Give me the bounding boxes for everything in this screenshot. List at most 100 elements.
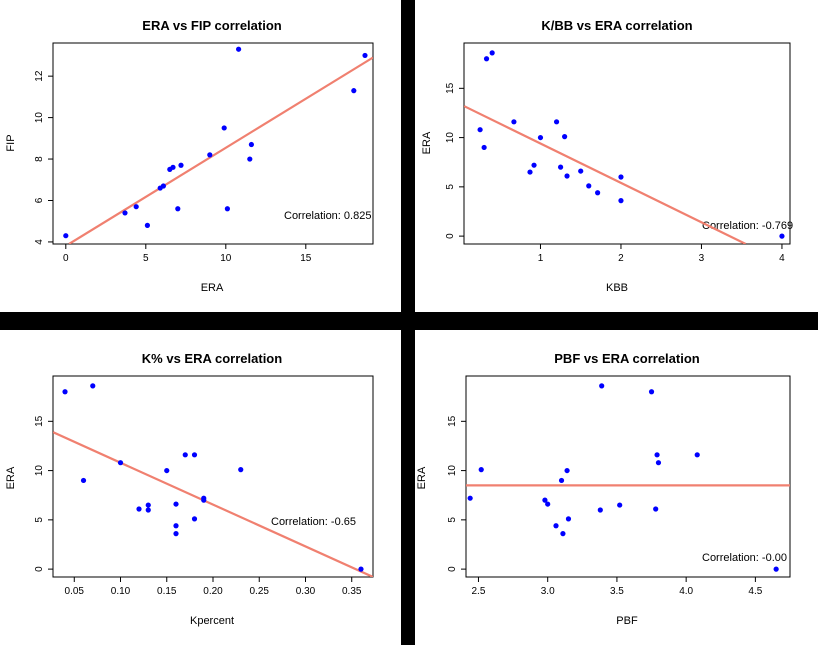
x-tick-label: 1 xyxy=(538,253,544,264)
data-point xyxy=(489,50,495,56)
regression-line xyxy=(464,105,747,244)
data-point xyxy=(173,501,179,507)
regression-line xyxy=(68,56,373,244)
y-tick-label: 5 xyxy=(447,517,458,523)
data-point xyxy=(201,497,207,503)
data-point xyxy=(542,497,548,503)
correlation-label: Correlation: -0.769 xyxy=(702,220,793,232)
panel-title: PBF vs ERA correlation xyxy=(554,351,700,366)
x-tick-label: 3 xyxy=(699,253,705,264)
data-point xyxy=(175,206,181,212)
data-point xyxy=(136,506,142,512)
x-tick-label: 4.5 xyxy=(748,586,762,597)
data-point xyxy=(527,169,533,175)
data-point xyxy=(553,523,559,529)
data-point xyxy=(191,452,198,458)
data-point xyxy=(564,467,570,474)
data-point xyxy=(62,389,68,395)
data-point xyxy=(238,467,244,473)
x-tick-label: 0.35 xyxy=(342,586,362,597)
panel-title: K% vs ERA correlation xyxy=(142,351,282,366)
data-point xyxy=(558,477,565,484)
plot-frame xyxy=(465,375,791,578)
data-point xyxy=(178,162,184,168)
divider-vertical-top xyxy=(401,0,415,312)
x-tick-label: 0.15 xyxy=(157,586,177,597)
data-point xyxy=(648,389,655,395)
data-point xyxy=(618,198,624,204)
data-point xyxy=(182,452,188,458)
panel-kpercent-vs-era: K% vs ERA correlation Kpercent ERA Corre… xyxy=(5,351,374,627)
x-tick-label: 4 xyxy=(779,253,785,264)
data-point xyxy=(531,162,537,168)
y-tick-label: 0 xyxy=(445,233,456,239)
plot-frame xyxy=(52,42,374,245)
data-point xyxy=(236,46,242,52)
data-point xyxy=(564,173,570,179)
y-tick-label: 15 xyxy=(34,415,45,427)
y-tick-label: 10 xyxy=(447,465,458,477)
x-tick-label: 0.30 xyxy=(296,586,316,597)
data-point xyxy=(655,460,662,466)
y-tick-label: 8 xyxy=(34,156,45,162)
y-tick-label: 10 xyxy=(34,465,45,477)
correlation-label: Correlation: -0.65 xyxy=(271,516,356,528)
data-point xyxy=(207,152,213,158)
data-point xyxy=(477,127,483,133)
data-point xyxy=(63,233,69,239)
data-point xyxy=(221,125,227,131)
y-tick-label: 15 xyxy=(447,415,458,427)
panel-era-vs-fip: ERA vs FIP correlation ERA FIP Correlati… xyxy=(5,18,374,294)
correlation-label: Correlation: -0.00 xyxy=(702,552,787,564)
x-tick-label: 0.25 xyxy=(250,586,270,597)
data-point xyxy=(90,383,96,389)
y-tick-label: 0 xyxy=(447,566,458,572)
y-axis-label: ERA xyxy=(416,466,428,489)
data-point xyxy=(362,52,368,59)
data-point xyxy=(653,506,659,512)
panel-kbb-vs-era: K/BB vs ERA correlation KBB ERA Correlat… xyxy=(421,18,793,294)
data-point xyxy=(773,566,779,572)
data-point xyxy=(483,56,490,62)
x-tick-label: 3.0 xyxy=(541,586,555,597)
data-point xyxy=(617,502,623,508)
x-tick-label: 0.20 xyxy=(203,586,223,597)
data-point xyxy=(545,501,551,507)
data-point xyxy=(618,174,624,180)
y-axis-label: ERA xyxy=(421,131,433,154)
data-point xyxy=(578,168,584,174)
y-tick-label: 6 xyxy=(34,197,45,203)
x-tick-label: 10 xyxy=(220,253,232,264)
x-tick-label: 0.05 xyxy=(65,586,85,597)
data-point xyxy=(654,452,660,458)
data-point xyxy=(145,507,151,513)
data-point xyxy=(467,495,473,501)
y-tick-label: 5 xyxy=(445,184,456,190)
data-point xyxy=(595,190,601,196)
x-tick-label: 0.10 xyxy=(111,586,131,597)
divider-vertical-bottom xyxy=(401,330,415,645)
data-point xyxy=(248,141,254,148)
y-tick-label: 4 xyxy=(34,239,45,245)
plot-frame xyxy=(463,42,791,245)
data-point xyxy=(562,134,568,140)
data-point xyxy=(358,566,364,572)
x-tick-label: 4.0 xyxy=(679,586,693,597)
y-tick-label: 12 xyxy=(34,70,45,82)
data-point xyxy=(779,233,785,239)
x-tick-label: 15 xyxy=(300,253,312,264)
data-point xyxy=(537,134,544,141)
x-tick-label: 2 xyxy=(618,253,624,264)
y-tick-label: 5 xyxy=(34,517,45,523)
data-point xyxy=(247,156,253,162)
x-tick-label: 5 xyxy=(143,253,149,264)
data-point xyxy=(173,531,179,537)
x-axis-label: Kpercent xyxy=(190,615,234,627)
data-point xyxy=(586,183,592,189)
x-axis-label: ERA xyxy=(201,282,224,294)
panel-pbf-vs-era: PBF vs ERA correlation PBF ERA Correlati… xyxy=(416,351,791,627)
data-point xyxy=(560,531,566,537)
data-point xyxy=(173,523,179,529)
y-axis-label: FIP xyxy=(5,134,17,151)
